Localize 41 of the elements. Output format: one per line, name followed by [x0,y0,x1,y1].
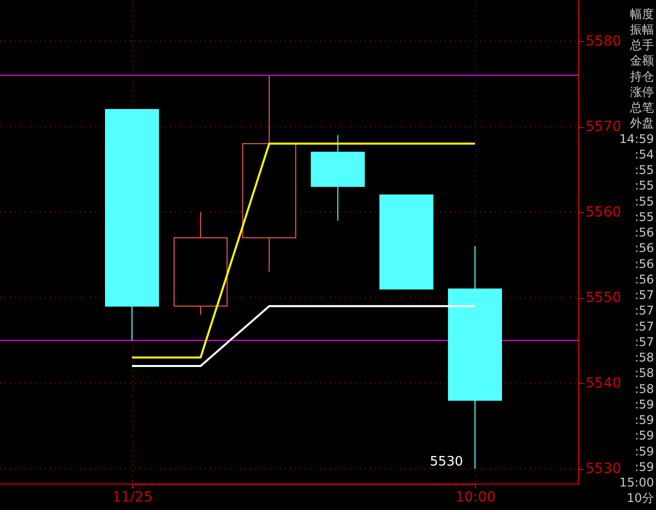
text: :56 [634,272,654,286]
text: :54 [634,147,654,162]
text: 振幅 [630,22,654,36]
x-tick-label: 10:00 [455,490,496,506]
text: :58 [634,366,654,380]
text: 14:59 [619,132,654,146]
text: :56 [634,256,654,271]
text: :59 [634,444,654,458]
text: :58 [634,382,654,396]
y-tick-label: 5550 [586,290,622,306]
text: :55 [634,210,654,224]
annotation: 5530 [430,454,463,470]
y-tick-label: 5560 [586,204,622,221]
text: 外盘 [630,116,654,130]
y-tick-label: 5570 [586,119,622,136]
text: :59 [634,413,654,428]
y-tick-label: 5580 [586,34,622,50]
text: :57 [634,334,654,349]
text: 总手 [629,38,654,52]
text: :57 [634,304,654,318]
text: :56 [634,241,654,256]
text: :55 [634,194,654,208]
text: :57 [634,319,654,334]
text: 金额 [630,54,654,68]
x-tick-label: 11/25 [112,490,153,506]
text: :56 [634,226,654,240]
text: 持仓 [630,69,654,84]
text: :59 [634,428,654,443]
text: :57 [634,288,654,302]
text: :55 [634,178,654,193]
text: :58 [634,350,654,365]
y-tick-label: 5530 [586,461,622,478]
text: 涨停 [630,84,654,99]
text: :59 [634,460,654,474]
text: 10分 [626,491,654,506]
text: 总笔 [629,100,654,115]
text: 幅度 [630,6,654,21]
text: :59 [634,397,654,412]
text: 15:00 [619,476,654,490]
y-tick-label: 5540 [586,376,622,392]
text: :55 [634,163,654,178]
